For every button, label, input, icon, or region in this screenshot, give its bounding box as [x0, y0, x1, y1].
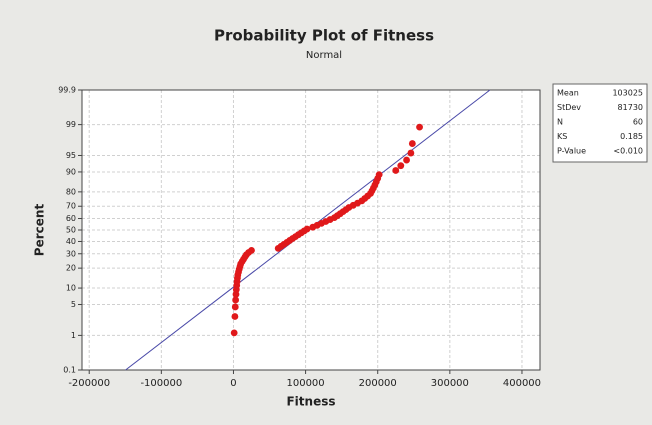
data-point — [403, 157, 410, 164]
data-point — [232, 304, 239, 311]
chart: Probability Plot of Fitness Normal Fitne… — [0, 0, 652, 425]
y-tick-label: 80 — [66, 187, 76, 196]
data-point — [248, 247, 255, 254]
data-point — [231, 329, 238, 336]
y-axis-title: Percent — [33, 204, 47, 257]
y-tick-label: 95 — [66, 151, 76, 160]
data-point — [397, 162, 404, 169]
x-tick-label: -200000 — [68, 378, 110, 389]
y-tick-label: 30 — [66, 249, 76, 258]
chart-title: Probability Plot of Fitness — [214, 27, 434, 45]
y-tick-label: 5 — [71, 300, 76, 309]
stat-label: P-Value — [557, 147, 586, 156]
y-tick-label: 1 — [71, 331, 76, 340]
x-tick-label: 400000 — [503, 378, 541, 389]
chart-subtitle: Normal — [306, 50, 342, 61]
y-tick-label: 20 — [66, 264, 76, 273]
y-tick-label: 10 — [66, 284, 76, 293]
x-tick-label: 300000 — [431, 378, 469, 389]
y-tick-label: 99.9 — [58, 86, 76, 95]
y-tick-label: 40 — [66, 237, 76, 246]
stat-label: KS — [557, 132, 567, 141]
data-point — [392, 167, 399, 174]
y-tick-label: 99 — [66, 120, 76, 129]
x-tick-label: 100000 — [286, 378, 324, 389]
y-tick-label: 60 — [66, 214, 76, 223]
stat-value: <0.010 — [613, 147, 643, 156]
data-point — [409, 140, 416, 147]
data-point — [232, 313, 239, 320]
data-point — [407, 150, 414, 157]
x-tick-label: 0 — [230, 378, 236, 389]
data-point — [416, 124, 423, 131]
data-point — [376, 171, 383, 178]
stat-value: 103025 — [612, 89, 643, 98]
stat-value: 0.185 — [620, 132, 643, 141]
stat-label: N — [557, 118, 563, 127]
y-tick-label: 90 — [66, 167, 76, 176]
stat-value: 60 — [633, 118, 643, 127]
y-tick-label: 70 — [66, 202, 76, 211]
stat-value: 81730 — [618, 103, 643, 112]
stat-label: Mean — [557, 89, 579, 98]
y-tick-label: 0.1 — [63, 366, 76, 375]
data-point — [304, 226, 311, 233]
stat-label: StDev — [557, 103, 581, 112]
x-tick-label: 200000 — [359, 378, 397, 389]
y-tick-label: 50 — [66, 226, 76, 235]
x-axis-title: Fitness — [286, 395, 335, 409]
x-tick-label: -100000 — [140, 378, 182, 389]
